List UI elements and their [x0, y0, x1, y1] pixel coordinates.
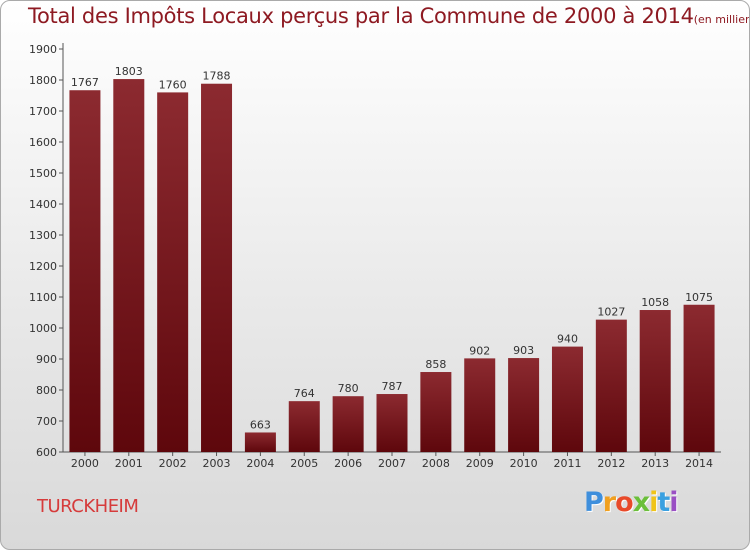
chart-title: Total des Impôts Locaux perçus par la Co…	[28, 4, 694, 28]
x-tick-label: 2010	[510, 457, 538, 470]
y-tick-label: 1200	[29, 260, 57, 273]
x-tick-label: 2008	[422, 457, 450, 470]
x-tick-label: 2012	[597, 457, 625, 470]
value-label: 1788	[203, 70, 231, 83]
bar	[683, 304, 715, 452]
x-tick-label: 2004	[246, 457, 274, 470]
x-tick-label: 2000	[71, 457, 99, 470]
title-row: Total des Impôts Locaux perçus par la Co…	[28, 4, 750, 28]
value-label: 858	[425, 358, 446, 371]
y-tick-label: 900	[36, 353, 57, 366]
y-tick-label: 1100	[29, 291, 57, 304]
value-label: 903	[513, 344, 534, 357]
commune-name: TURCKHEIM	[37, 496, 139, 517]
chart-unit: (en milliers d'€)	[693, 13, 750, 26]
bar	[595, 319, 627, 452]
y-tick-label: 1800	[29, 74, 57, 87]
logo-letter: P	[584, 487, 604, 518]
value-label: 1803	[115, 65, 143, 78]
logo-letter: i	[649, 487, 658, 518]
y-tick-label: 1900	[29, 43, 57, 56]
logo-letter: x	[632, 487, 650, 518]
bar	[551, 346, 583, 452]
logo-letter: o	[615, 487, 634, 518]
y-tick-label: 600	[36, 446, 57, 459]
value-label: 1027	[597, 306, 625, 319]
y-tick-label: 1500	[29, 167, 57, 180]
value-label: 940	[557, 333, 578, 346]
bars	[69, 79, 715, 453]
value-label: 902	[469, 344, 490, 357]
x-tick-label: 2009	[466, 457, 494, 470]
x-tick-label: 2013	[641, 457, 669, 470]
x-tick-label: 2005	[290, 457, 318, 470]
bar	[244, 432, 276, 452]
bar	[157, 92, 189, 453]
logo-letter: i	[669, 487, 678, 518]
bar	[639, 310, 671, 452]
value-labels: 1767 1803 1760 1788 663 764 780 787 858 902 903 940…	[71, 65, 713, 431]
proxiti-logo: Proxiti	[584, 487, 679, 518]
bar	[420, 372, 452, 452]
y-axis: 600 700 800 900 1000 1100 1200 1300 1400 1500 1600…	[29, 43, 64, 459]
value-label: 1760	[159, 78, 187, 91]
y-tick-label: 1300	[29, 229, 57, 242]
value-label: 780	[338, 382, 359, 395]
bar	[508, 358, 540, 452]
x-axis: 2000 2001 2002 2003 2004 2005 2006 2007 2008 2009…	[63, 451, 721, 470]
x-tick-label: 2014	[685, 457, 713, 470]
bar	[332, 396, 364, 452]
value-label: 663	[250, 418, 271, 431]
logo-letter: t	[657, 487, 670, 518]
bar	[113, 79, 145, 452]
value-label: 1058	[641, 296, 669, 309]
x-tick-label: 2001	[115, 457, 143, 470]
x-tick-label: 2007	[378, 457, 406, 470]
value-label: 787	[382, 380, 403, 393]
bar	[288, 401, 320, 452]
x-tick-label: 2006	[334, 457, 362, 470]
value-label: 1767	[71, 76, 99, 89]
bar	[464, 358, 496, 452]
y-tick-label: 1600	[29, 136, 57, 149]
bar	[69, 90, 101, 452]
x-tick-label: 2002	[159, 457, 187, 470]
y-tick-label: 1400	[29, 198, 57, 211]
bar	[201, 83, 233, 452]
logo-letter: r	[602, 487, 616, 518]
x-tick-label: 2003	[203, 457, 231, 470]
x-tick-label: 2011	[553, 457, 581, 470]
value-label: 764	[294, 387, 315, 400]
y-tick-label: 800	[36, 384, 57, 397]
y-tick-label: 1700	[29, 105, 57, 118]
bar	[376, 394, 408, 452]
value-label: 1075	[685, 291, 713, 304]
y-tick-label: 1000	[29, 322, 57, 335]
y-tick-label: 700	[36, 415, 57, 428]
